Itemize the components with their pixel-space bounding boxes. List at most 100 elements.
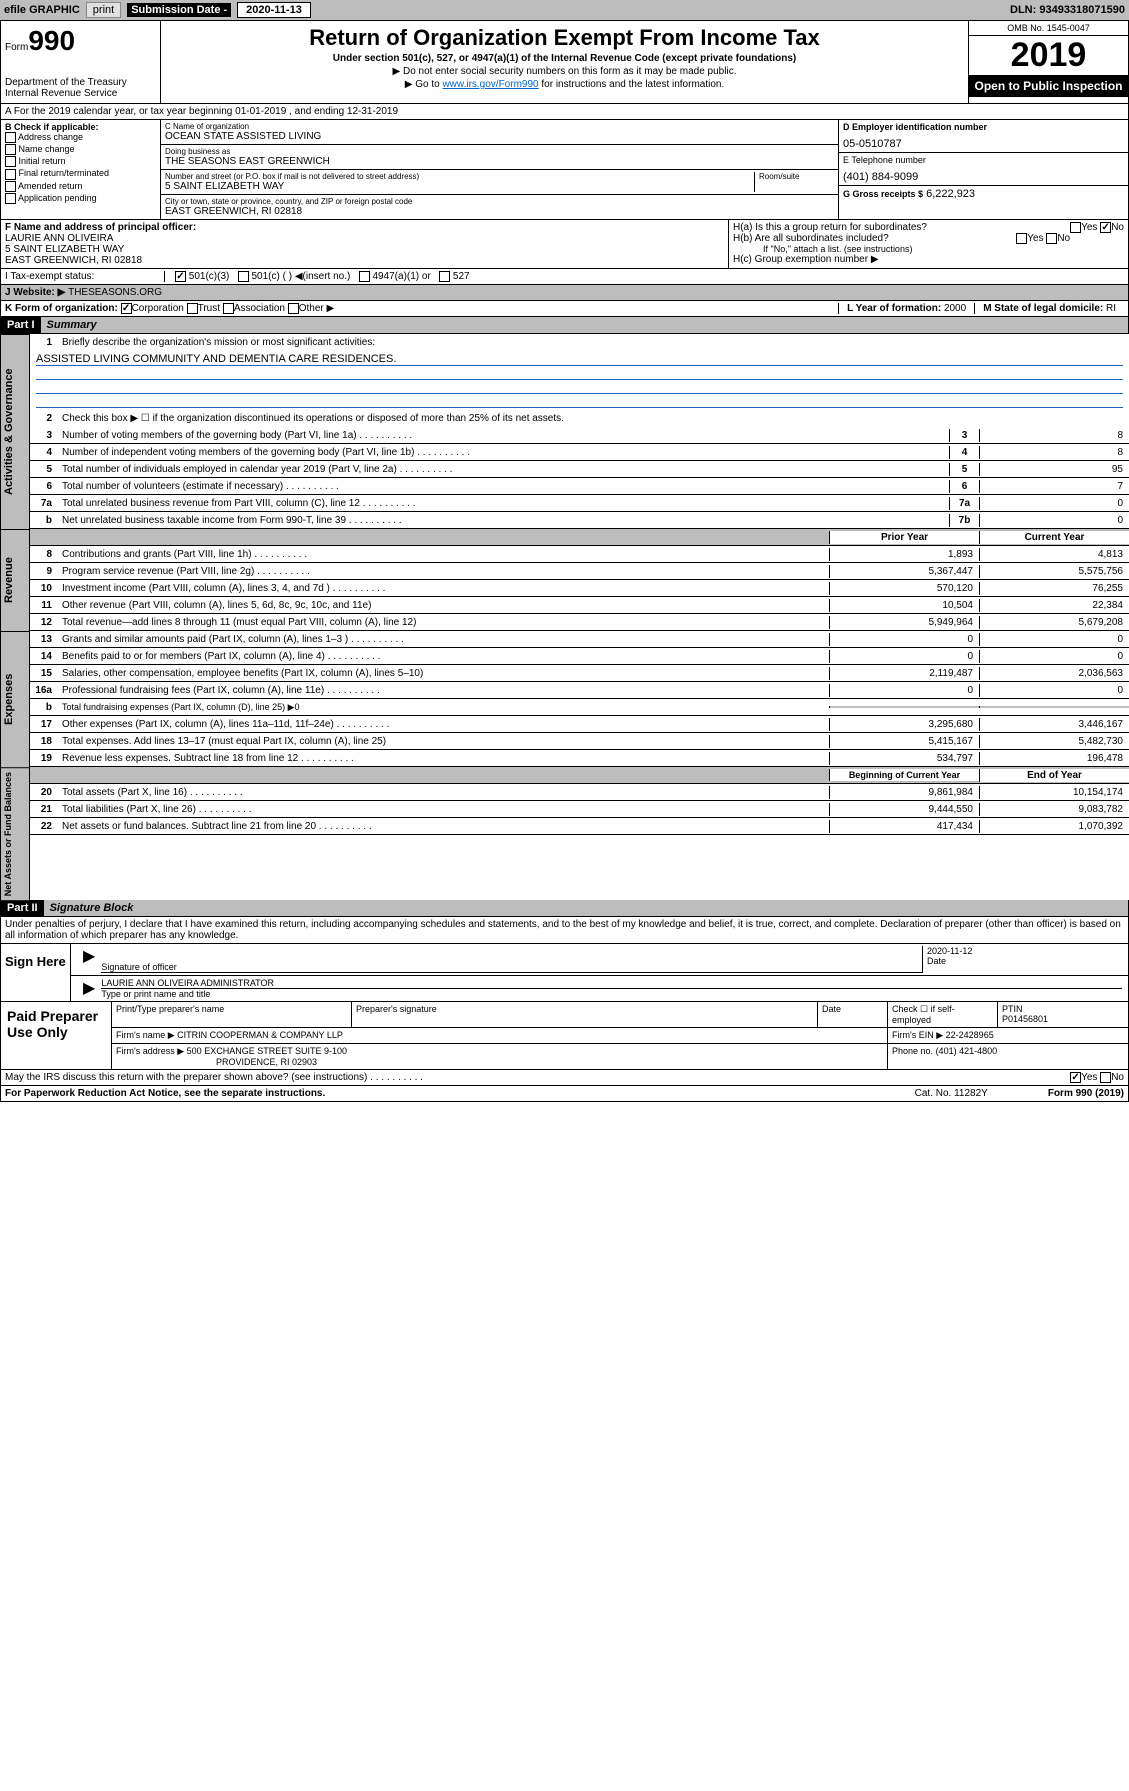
discuss-row: May the IRS discuss this return with the… xyxy=(0,1070,1129,1086)
line6-val: 7 xyxy=(979,480,1129,493)
line19: Revenue less expenses. Subtract line 18 … xyxy=(58,752,829,765)
line22: Net assets or fund balances. Subtract li… xyxy=(58,820,829,833)
line12-py: 5,949,964 xyxy=(829,616,979,629)
ha-label: H(a) Is this a group return for subordin… xyxy=(733,222,927,233)
line10: Investment income (Part VIII, column (A)… xyxy=(58,582,829,595)
line20-py: 9,861,984 xyxy=(829,786,979,799)
part1-title: Summary xyxy=(41,317,1128,333)
line15-cy: 2,036,563 xyxy=(979,667,1129,680)
irs-link[interactable]: www.irs.gov/Form990 xyxy=(442,79,538,90)
line7a: Total unrelated business revenue from Pa… xyxy=(58,497,949,510)
line18-cy: 5,482,730 xyxy=(979,735,1129,748)
discuss-yes[interactable] xyxy=(1070,1072,1081,1083)
col-b-checkboxes: B Check if applicable: Address change Na… xyxy=(1,120,161,219)
hc-label: H(c) Group exemption number ▶ xyxy=(733,254,1124,265)
street-address: 5 SAINT ELIZABETH WAY xyxy=(165,181,754,192)
sign-here-block: Sign Here ▶ Signature of officer 2020-11… xyxy=(0,944,1129,1002)
line13: Grants and similar amounts paid (Part IX… xyxy=(58,633,829,646)
check-corp[interactable] xyxy=(121,303,132,314)
line17: Other expenses (Part IX, column (A), lin… xyxy=(58,718,829,731)
sidebar-expenses: Expenses xyxy=(0,631,30,767)
sign-here-label: Sign Here xyxy=(1,944,71,1001)
year-formation: 2000 xyxy=(944,303,966,314)
line19-cy: 196,478 xyxy=(979,752,1129,765)
open-to-public: Open to Public Inspection xyxy=(969,75,1128,97)
dept-treasury: Department of the TreasuryInternal Reven… xyxy=(5,77,156,99)
line4: Number of independent voting members of … xyxy=(58,446,949,459)
form-number: 990 xyxy=(28,25,75,56)
gross-receipts: 6,222,923 xyxy=(926,188,975,200)
check-trust[interactable] xyxy=(187,303,198,314)
sig-name: LAURIE ANN OLIVEIRA ADMINISTRATOR xyxy=(101,978,1122,989)
hb-note: If "No," attach a list. (see instruction… xyxy=(733,244,1124,254)
hdr-prior-year: Prior Year xyxy=(829,531,979,544)
revenue-section: Revenue Prior YearCurrent Year 8Contribu… xyxy=(0,529,1129,631)
discuss-no[interactable] xyxy=(1100,1072,1111,1083)
check-assoc[interactable] xyxy=(223,303,234,314)
line7b: Net unrelated business taxable income fr… xyxy=(58,514,949,527)
line19-py: 534,797 xyxy=(829,752,979,765)
check-pending[interactable]: Application pending xyxy=(5,193,156,204)
check-name[interactable]: Name change xyxy=(5,144,156,155)
check-other[interactable] xyxy=(288,303,299,314)
instr-goto: ▶ Go to www.irs.gov/Form990 for instruct… xyxy=(165,79,964,90)
cat-no: Cat. No. 11282Y xyxy=(915,1088,988,1099)
telephone: (401) 884-9099 xyxy=(843,171,1124,183)
line10-py: 570,120 xyxy=(829,582,979,595)
city-state-zip: EAST GREENWICH, RI 02818 xyxy=(165,206,834,217)
netassets-section: Net Assets or Fund Balances Beginning of… xyxy=(0,767,1129,900)
line4-val: 8 xyxy=(979,446,1129,459)
line11: Other revenue (Part VIII, column (A), li… xyxy=(58,599,829,612)
check-527[interactable] xyxy=(439,271,450,282)
hb-label: H(b) Are all subordinates included? xyxy=(733,233,889,244)
line20-cy: 10,154,174 xyxy=(979,786,1129,799)
website-val: THESEASONS.ORG xyxy=(68,287,162,298)
tel-label: E Telephone number xyxy=(843,155,1124,165)
firm-name: CITRIN COOPERMAN & COMPANY LLP xyxy=(177,1030,343,1040)
part2-num: Part II xyxy=(1,900,44,916)
line7b-val: 0 xyxy=(979,514,1129,527)
expenses-section: Expenses 13Grants and similar amounts pa… xyxy=(0,631,1129,767)
mission-box: ASSISTED LIVING COMMUNITY AND DEMENTIA C… xyxy=(30,351,1129,410)
check-4947[interactable] xyxy=(359,271,370,282)
line9-cy: 5,575,756 xyxy=(979,565,1129,578)
firm-ein: 22-2428965 xyxy=(946,1030,994,1040)
check-501c3[interactable] xyxy=(175,271,186,282)
dln: DLN: 93493318071590 xyxy=(1010,4,1125,16)
line15: Salaries, other compensation, employee b… xyxy=(58,667,829,680)
hdr-eoy: End of Year xyxy=(979,769,1129,782)
line21-py: 9,444,550 xyxy=(829,803,979,816)
line10-cy: 76,255 xyxy=(979,582,1129,595)
print-button[interactable]: print xyxy=(86,2,121,18)
col-d-right: D Employer identification number 05-0510… xyxy=(838,120,1128,219)
line9-py: 5,367,447 xyxy=(829,565,979,578)
line13-cy: 0 xyxy=(979,633,1129,646)
form-title: Return of Organization Exempt From Incom… xyxy=(165,25,964,51)
check-initial[interactable]: Initial return xyxy=(5,156,156,167)
line5-val: 95 xyxy=(979,463,1129,476)
line21: Total liabilities (Part X, line 26) xyxy=(58,803,829,816)
check-address[interactable]: Address change xyxy=(5,132,156,143)
part1-header: Part I Summary xyxy=(0,317,1129,334)
sig-date: 2020-11-12 xyxy=(927,946,1122,956)
efile-label: efile GRAPHIC xyxy=(4,4,80,16)
row-a-tax-year: A For the 2019 calendar year, or tax yea… xyxy=(0,104,1129,120)
hdr-current-year: Current Year xyxy=(979,531,1129,544)
line16a-cy: 0 xyxy=(979,684,1129,697)
discuss-text: May the IRS discuss this return with the… xyxy=(5,1072,423,1083)
check-amended[interactable]: Amended return xyxy=(5,181,156,192)
line13-py: 0 xyxy=(829,633,979,646)
row-k-form-org: K Form of organization: Corporation Trus… xyxy=(0,301,1129,317)
form-footer: Form 990 (2019) xyxy=(1048,1088,1124,1099)
mission-text: ASSISTED LIVING COMMUNITY AND DEMENTIA C… xyxy=(36,353,1123,366)
line16b: Total fundraising expenses (Part IX, col… xyxy=(58,701,829,714)
submission-date: 2020-11-13 xyxy=(237,2,311,18)
firm-phone: (401) 421-4800 xyxy=(936,1046,998,1056)
check-final[interactable]: Final return/terminated xyxy=(5,168,156,179)
line18: Total expenses. Add lines 13–17 (must eq… xyxy=(58,735,829,748)
part2-header: Part II Signature Block xyxy=(0,900,1129,917)
line8-cy: 4,813 xyxy=(979,548,1129,561)
check-501c[interactable] xyxy=(238,271,249,282)
sig-date-label: Date xyxy=(927,956,1122,966)
col-b-label: B Check if applicable: xyxy=(5,122,156,132)
